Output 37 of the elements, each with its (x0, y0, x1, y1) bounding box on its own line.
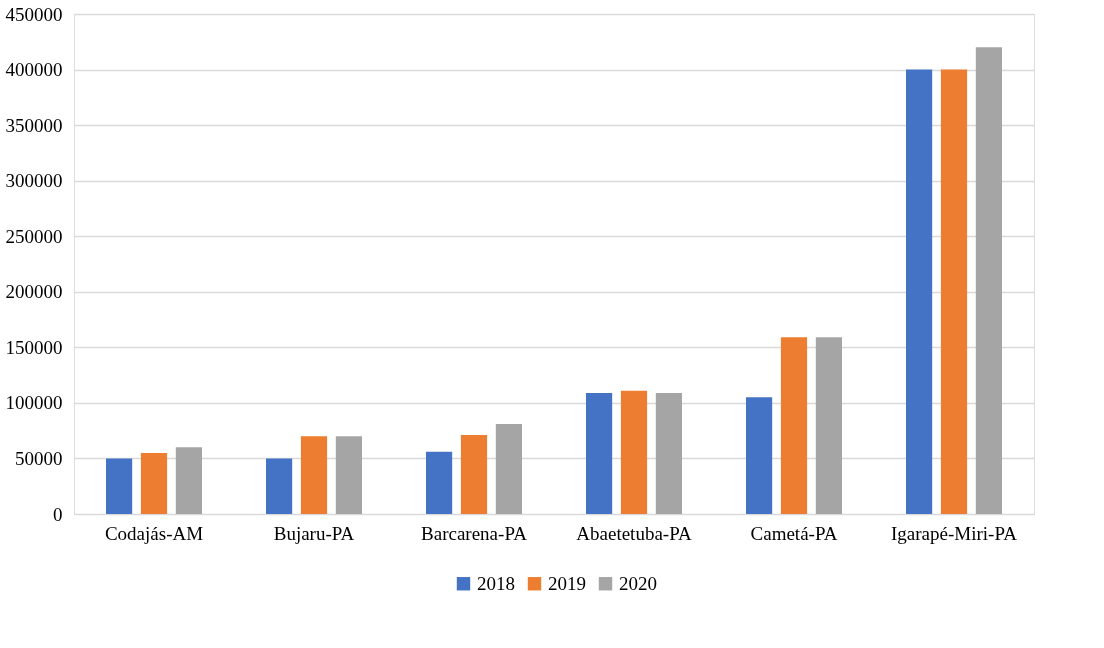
bar (460, 435, 488, 514)
bar (586, 392, 613, 514)
y-tick-label: 0 (53, 503, 63, 525)
legend-label: 2019 (548, 572, 586, 594)
x-tick-label: Bujaru-PA (273, 522, 355, 544)
x-tick-label: Cametá-PA (750, 522, 838, 544)
y-tick-label: 100000 (5, 392, 63, 414)
y-tick-label: 200000 (5, 281, 63, 303)
y-tick-label: 250000 (5, 225, 63, 247)
bar (655, 392, 682, 514)
y-tick-label: 350000 (5, 114, 63, 136)
y-tick-label: 300000 (5, 170, 63, 192)
x-tick-label: Barcarena-PA (421, 522, 528, 544)
bar (300, 436, 328, 514)
bar (780, 337, 808, 514)
bar (266, 458, 293, 514)
bar (426, 451, 453, 514)
bar (975, 47, 1002, 514)
bar (940, 69, 968, 514)
y-tick-label: 450000 (5, 3, 63, 25)
bar (140, 452, 168, 514)
bar (335, 436, 362, 514)
y-tick-label: 50000 (15, 447, 63, 469)
bar (495, 424, 522, 514)
y-tick-label: 400000 (5, 59, 63, 81)
legend-label: 2018 (477, 572, 515, 594)
bar (175, 447, 202, 514)
bar (106, 458, 133, 514)
y-tick-label: 150000 (5, 336, 63, 358)
legend-label: 2020 (619, 572, 657, 594)
bar (620, 390, 648, 514)
x-tick-label: Codajás-AM (104, 522, 204, 544)
x-tick-label: Abaetetuba-PA (576, 522, 692, 544)
bar (906, 69, 933, 514)
bar (746, 397, 773, 514)
bar (815, 337, 842, 514)
x-tick-label: Igarapé-Miri-PA (891, 522, 1018, 544)
